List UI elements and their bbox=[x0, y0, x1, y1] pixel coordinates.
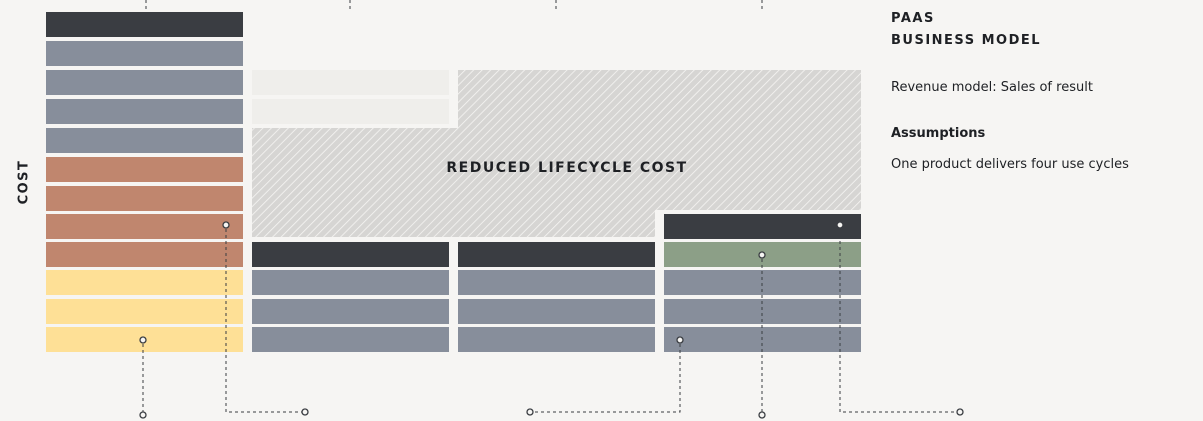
title-line: BUSINESS MODEL bbox=[891, 33, 1041, 48]
reduced-area bbox=[252, 70, 861, 237]
assumptions-heading: Assumptions bbox=[891, 126, 985, 141]
revenue-model: Revenue model: Sales of result bbox=[891, 80, 1093, 95]
bottom-leaders bbox=[139, 221, 964, 419]
column-1 bbox=[46, 12, 243, 352]
title-line: PAAS bbox=[891, 11, 935, 26]
axis-label: COST bbox=[17, 160, 32, 205]
light-rows bbox=[252, 70, 449, 124]
top-leaders bbox=[145, 0, 763, 12]
area-label: REDUCED LIFECYCLE COST bbox=[446, 160, 687, 176]
columns-2-4 bbox=[252, 214, 861, 352]
assumptions-text: One product delivers four use cycles bbox=[891, 157, 1129, 172]
